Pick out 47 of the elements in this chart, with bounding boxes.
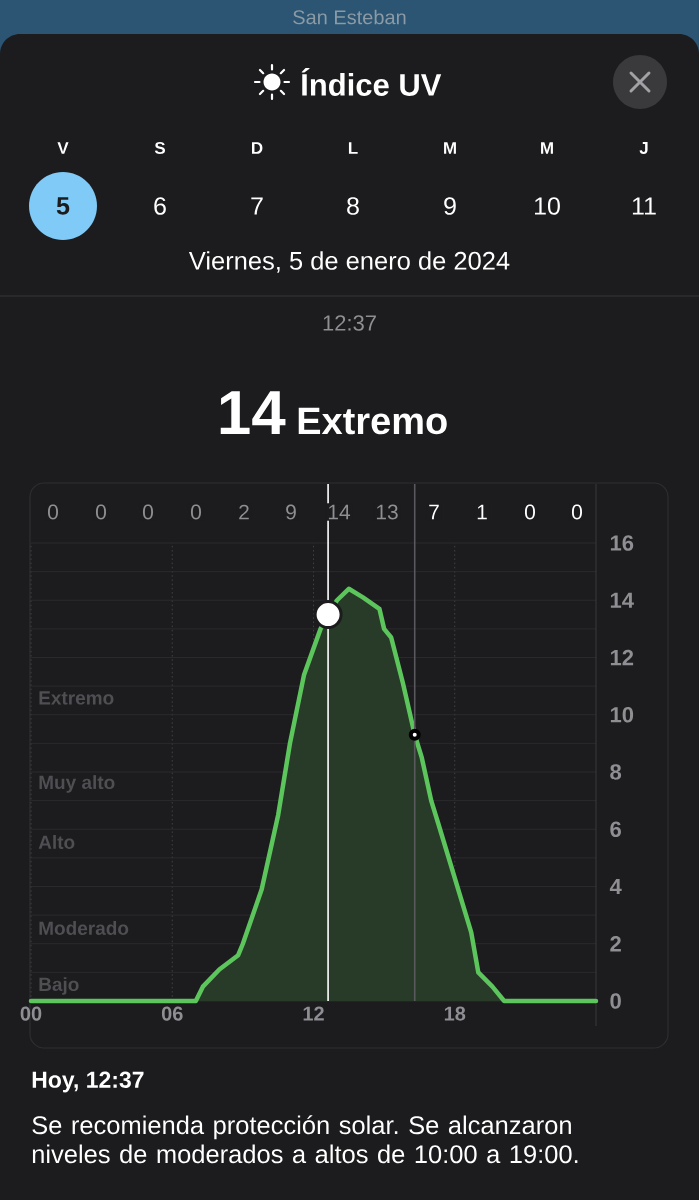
x-tick-label: 12 xyxy=(303,1006,324,1021)
chart-subtitle: Viernes, 5 de enero de 2024 xyxy=(188,251,510,273)
x-tick-label: 00 xyxy=(20,1006,42,1021)
text: 1 xyxy=(477,504,487,520)
text: 11 xyxy=(632,197,656,215)
text: 9 xyxy=(286,504,296,520)
text: Se recomienda protección solar. Se alcanzaron niveles de moderados a altos de 10:00 a 19:00. xyxy=(32,1115,578,1164)
text: 0 xyxy=(142,504,154,520)
y-tick-label: 4 xyxy=(609,878,622,895)
text: 14 xyxy=(328,504,351,520)
text: 7 xyxy=(429,504,439,520)
text: 9 xyxy=(444,197,456,215)
text: 0 xyxy=(47,504,59,520)
text: J xyxy=(639,142,648,154)
text: 12:37 xyxy=(323,315,376,331)
x-tick-label: 06 xyxy=(161,1006,183,1021)
text: D xyxy=(252,142,263,154)
text: 0 xyxy=(571,504,583,520)
text: 0 xyxy=(524,504,536,520)
text: L xyxy=(348,142,358,154)
text: M xyxy=(541,142,553,154)
text: 10 xyxy=(534,197,560,215)
text: 7 xyxy=(251,197,263,215)
text: V xyxy=(57,142,69,154)
text: M xyxy=(444,142,456,154)
y-tick-label: 0 xyxy=(610,993,621,1009)
text: 0 xyxy=(95,504,107,520)
text: San Esteban xyxy=(293,9,406,25)
text: Hoy, 12:37 xyxy=(32,1071,144,1093)
y-tick-label: 14 xyxy=(610,592,634,608)
y-tick-label: 10 xyxy=(610,706,634,723)
y-tick-label: 6 xyxy=(610,821,621,838)
text: 14 xyxy=(220,391,286,434)
text: 2 xyxy=(239,504,249,520)
y-tick-label: 8 xyxy=(610,764,622,780)
text: 6 xyxy=(154,197,166,215)
text: S xyxy=(154,141,166,155)
chart-title: Índice UV xyxy=(301,68,442,96)
y-tick-label: 16 xyxy=(610,535,634,551)
text: 5 xyxy=(56,197,70,215)
x-tick-label: 18 xyxy=(444,1006,466,1021)
text: 8 xyxy=(347,197,359,215)
y-tick-label: 12 xyxy=(610,649,634,666)
text: Extremo xyxy=(298,407,447,435)
text: 0 xyxy=(190,504,202,520)
y-tick-label: 2 xyxy=(610,936,621,952)
text: 13 xyxy=(376,504,398,520)
